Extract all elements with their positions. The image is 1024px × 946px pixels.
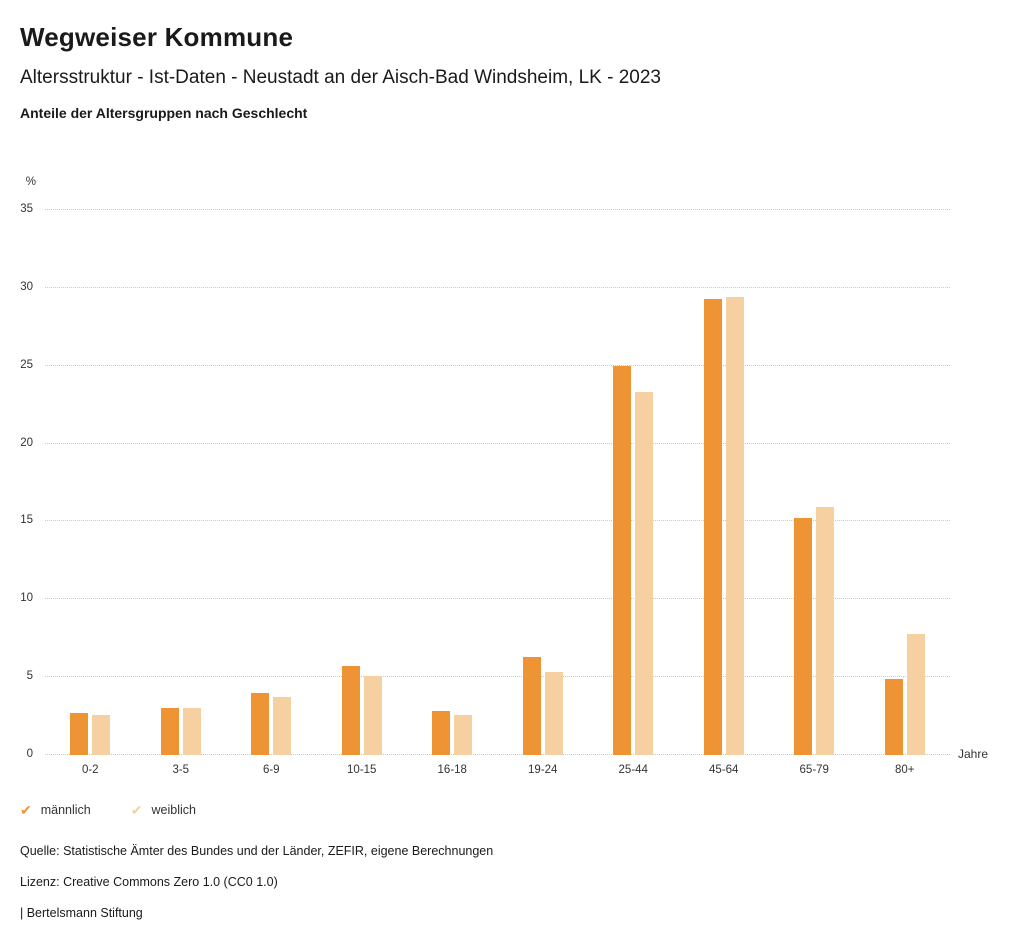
bar-weiblich-3-5[interactable] xyxy=(182,708,201,755)
legend-label-männlich: männlich xyxy=(40,803,91,817)
bar-weiblich-0-2[interactable] xyxy=(92,714,111,755)
y-tick-label-20: 20 xyxy=(20,436,33,449)
bar-group-65-79: 65-79 xyxy=(794,210,835,776)
bar-männlich-45-64[interactable] xyxy=(703,298,722,755)
bar-weiblich-25-44[interactable] xyxy=(635,392,654,755)
y-tick-label-25: 25 xyxy=(20,358,33,371)
bar-weiblich-19-24[interactable] xyxy=(544,672,563,755)
page-title: Wegweiser Kommune xyxy=(20,22,294,52)
x-tick-label-65-79: 65-79 xyxy=(799,764,829,776)
legend-label-weiblich: weiblich xyxy=(151,803,196,817)
x-tick-label-10-15: 10-15 xyxy=(347,764,377,776)
bar-männlich-0-2[interactable] xyxy=(70,712,89,755)
legend-item-weiblich[interactable]: ✔ weiblich xyxy=(131,803,196,817)
bar-männlich-10-15[interactable] xyxy=(341,666,360,755)
bar-group-3-5: 3-5 xyxy=(160,210,201,776)
y-tick-label-5: 5 xyxy=(26,670,33,683)
y-tick-label-0: 0 xyxy=(26,748,33,760)
bar-group-0-2: 0-2 xyxy=(70,210,111,776)
gridline-0: 0 xyxy=(27,748,950,760)
gridline-35: 35 xyxy=(20,203,950,215)
bar-männlich-6-9[interactable] xyxy=(251,692,270,755)
x-axis-unit-label: Jahre xyxy=(958,747,989,761)
license-text: Lizenz: Creative Commons Zero 1.0 (CC0 1… xyxy=(20,875,278,889)
bars-row: 0-2 3-5 6-9 10-15 16-18 19-24 25-44 45-64 65-79 8… xyxy=(45,210,950,776)
bar-group-16-18: 16-18 xyxy=(432,210,473,776)
bar-männlich-80+[interactable] xyxy=(884,678,903,755)
bar-group-45-64: 45-64 xyxy=(703,210,744,776)
gridline-15: 15 xyxy=(20,514,950,526)
chart-legend: ✔ männlich ✔ weiblich xyxy=(20,803,196,817)
x-tick-label-19-24: 19-24 xyxy=(528,764,558,776)
bar-männlich-16-18[interactable] xyxy=(432,711,451,755)
x-tick-label-3-5: 3-5 xyxy=(172,764,190,776)
bar-männlich-3-5[interactable] xyxy=(160,708,179,755)
x-tick-label-16-18: 16-18 xyxy=(437,764,467,776)
legend-item-männlich[interactable]: ✔ männlich xyxy=(20,803,91,817)
chart-subtitle: Altersstruktur - Ist-Daten - Neustadt an… xyxy=(20,67,661,88)
y-axis-unit-label: % xyxy=(25,176,36,188)
y-tick-label-35: 35 xyxy=(20,203,33,215)
y-tick-label-10: 10 xyxy=(20,592,33,605)
bar-weiblich-16-18[interactable] xyxy=(454,714,473,755)
x-tick-label-6-9: 6-9 xyxy=(262,764,280,776)
bar-weiblich-45-64[interactable] xyxy=(725,297,744,755)
bar-männlich-25-44[interactable] xyxy=(613,365,632,755)
bar-group-25-44: 25-44 xyxy=(613,210,654,776)
gridline-30: 30 xyxy=(20,281,950,293)
bar-weiblich-65-79[interactable] xyxy=(816,507,835,755)
bar-group-10-15: 10-15 xyxy=(341,210,382,776)
bar-group-19-24: 19-24 xyxy=(522,210,563,776)
bar-weiblich-10-15[interactable] xyxy=(363,675,382,755)
x-tick-label-0-2: 0-2 xyxy=(81,764,99,776)
bar-chart-plot-area: % Jahre 0-2 3-5 6-9 10-15 16-18 19-24 25-44 45-… xyxy=(20,176,988,776)
gridline-10: 10 xyxy=(20,592,950,604)
y-tick-label-15: 15 xyxy=(20,514,33,527)
x-tick-label-80+: 80+ xyxy=(894,764,915,776)
attribution-text: | Bertelsmann Stiftung xyxy=(20,906,143,920)
x-tick-label-25-44: 25-44 xyxy=(618,764,648,776)
bar-männlich-19-24[interactable] xyxy=(522,656,541,755)
bar-group-80+: 80+ xyxy=(884,210,925,776)
check-icon: ✔ xyxy=(130,802,143,818)
gridline-25: 25 xyxy=(20,359,950,371)
chart-title: Anteile der Altersgruppen nach Geschlech… xyxy=(20,105,308,121)
y-tick-label-30: 30 xyxy=(20,280,33,293)
bar-weiblich-80+[interactable] xyxy=(906,633,925,755)
source-text: Quelle: Statistische Ämter des Bundes un… xyxy=(20,844,494,858)
gridline-5: 5 xyxy=(27,670,950,682)
gridline-20: 20 xyxy=(20,437,950,449)
x-tick-label-45-64: 45-64 xyxy=(709,764,739,776)
bar-group-6-9: 6-9 xyxy=(251,210,292,776)
bar-männlich-65-79[interactable] xyxy=(794,518,813,755)
check-icon: ✔ xyxy=(20,802,32,818)
bar-weiblich-6-9[interactable] xyxy=(273,697,292,755)
